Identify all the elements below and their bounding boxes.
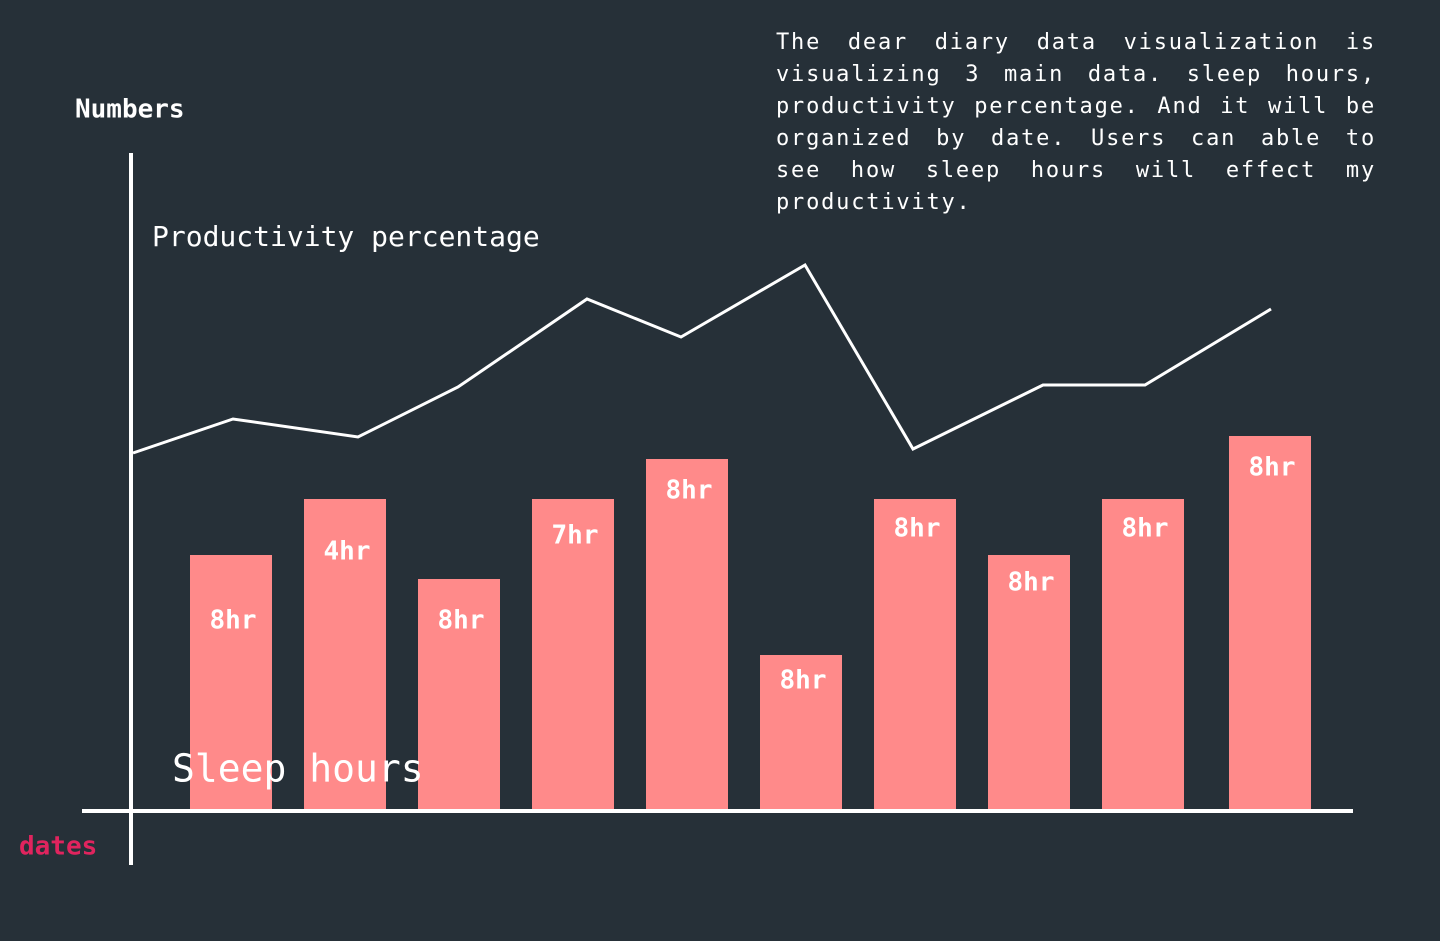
productivity-line bbox=[132, 262, 1272, 455]
bar-value-label: 8hr bbox=[780, 666, 827, 696]
bar bbox=[304, 499, 386, 811]
bar-value-label: 8hr bbox=[1008, 568, 1055, 598]
bar bbox=[1102, 499, 1184, 811]
bar bbox=[646, 459, 728, 811]
x-axis-title: dates bbox=[19, 832, 97, 862]
bar bbox=[760, 655, 842, 811]
bar bbox=[988, 555, 1070, 811]
description: The dear diary data visualization is vis… bbox=[776, 30, 1376, 215]
bar bbox=[874, 499, 956, 811]
bar-value-label: 8hr bbox=[1122, 514, 1169, 544]
bar bbox=[418, 579, 500, 811]
bar-value-label: 8hr bbox=[1249, 453, 1296, 483]
line-label: Productivity percentage bbox=[152, 220, 540, 253]
bar bbox=[532, 499, 614, 811]
bar bbox=[1229, 436, 1311, 811]
bar-value-label: 8hr bbox=[210, 606, 257, 636]
bar-value-label: 8hr bbox=[438, 606, 485, 636]
bar-value-label: 4hr bbox=[324, 537, 371, 567]
bar-value-label: 8hr bbox=[666, 476, 713, 506]
bar bbox=[190, 555, 272, 811]
bar-label: Sleep hours bbox=[172, 747, 424, 791]
bar-value-label: 8hr bbox=[894, 514, 941, 544]
bar-group: 8hr 4hr 8hr 7hr 8hr 8hr 8hr 8hr 8hr 8hr bbox=[190, 436, 1311, 811]
bar-value-label: 7hr bbox=[552, 521, 599, 551]
y-axis-title: Numbers bbox=[75, 95, 185, 125]
